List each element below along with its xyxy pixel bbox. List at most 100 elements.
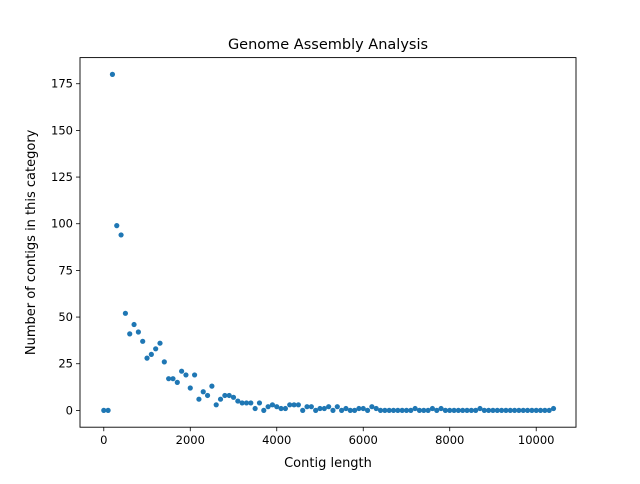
data-point bbox=[516, 407, 522, 413]
data-point bbox=[442, 407, 449, 413]
data-point bbox=[239, 400, 245, 406]
plot-area-frame bbox=[79, 57, 577, 428]
x-tick-label: 2000 bbox=[176, 433, 205, 447]
x-tick-label: 8000 bbox=[435, 433, 464, 447]
y-tick-label: 0 bbox=[66, 403, 73, 417]
data-point bbox=[209, 383, 215, 389]
data-point bbox=[114, 223, 120, 229]
data-point bbox=[230, 394, 237, 400]
x-tick-label: 4000 bbox=[262, 433, 291, 447]
data-point bbox=[529, 407, 535, 413]
y-tick-label: 100 bbox=[51, 217, 73, 231]
data-point bbox=[282, 405, 289, 412]
data-point bbox=[499, 407, 505, 413]
data-point bbox=[153, 346, 159, 352]
x-tick-label: 6000 bbox=[349, 433, 378, 447]
data-point bbox=[118, 232, 124, 238]
data-point bbox=[434, 407, 440, 413]
data-point bbox=[351, 407, 358, 413]
data-point bbox=[291, 402, 297, 408]
data-point bbox=[408, 407, 414, 413]
y-tick-label: 75 bbox=[58, 263, 73, 277]
x-axis-label: Contig length bbox=[284, 456, 372, 471]
x-tick-label: 10000 bbox=[518, 433, 555, 447]
data-point bbox=[343, 405, 349, 412]
data-point bbox=[191, 372, 198, 378]
data-point bbox=[507, 407, 513, 413]
y-tick-label: 150 bbox=[51, 123, 73, 137]
data-point bbox=[326, 404, 332, 410]
data-point bbox=[546, 407, 552, 413]
data-point bbox=[447, 407, 453, 413]
data-point bbox=[243, 400, 250, 406]
data-point bbox=[265, 404, 271, 410]
chart-title: Genome Assembly Analysis bbox=[228, 37, 428, 53]
data-point bbox=[179, 368, 185, 374]
data-point bbox=[196, 396, 202, 402]
data-point bbox=[356, 405, 362, 412]
data-point bbox=[105, 407, 111, 413]
data-point bbox=[403, 407, 410, 413]
data-point bbox=[503, 407, 509, 413]
y-tick-label: 125 bbox=[51, 170, 73, 184]
data-point bbox=[248, 400, 254, 406]
data-point bbox=[308, 404, 314, 410]
data-point bbox=[109, 71, 116, 77]
data-point bbox=[252, 405, 258, 412]
data-point bbox=[135, 329, 141, 335]
data-point bbox=[533, 407, 539, 413]
data-point bbox=[364, 407, 371, 413]
data-point bbox=[174, 379, 180, 385]
data-point bbox=[377, 407, 384, 413]
y-tick-label: 25 bbox=[58, 357, 73, 371]
data-point bbox=[429, 405, 436, 412]
data-point bbox=[360, 405, 366, 412]
data-point bbox=[464, 407, 470, 413]
data-point bbox=[511, 407, 518, 413]
data-point bbox=[339, 407, 345, 413]
data-point bbox=[390, 407, 397, 413]
data-point bbox=[304, 404, 310, 410]
data-point bbox=[477, 405, 483, 412]
data-point bbox=[421, 407, 427, 413]
data-point bbox=[222, 392, 228, 399]
data-point bbox=[200, 389, 206, 395]
y-tick-label: 50 bbox=[58, 310, 73, 324]
x-axis-ticks: 0 2000 4000 6000 8000 10000 bbox=[100, 427, 555, 447]
data-point bbox=[287, 402, 293, 408]
data-point bbox=[274, 404, 280, 410]
data-point bbox=[166, 376, 172, 382]
data-points bbox=[101, 71, 557, 413]
data-point bbox=[460, 407, 466, 413]
data-point bbox=[313, 407, 319, 413]
data-point bbox=[468, 407, 474, 413]
data-point bbox=[101, 407, 107, 413]
data-point bbox=[226, 392, 232, 399]
data-point bbox=[317, 405, 323, 412]
data-point bbox=[261, 407, 267, 413]
y-tick-label: 175 bbox=[51, 77, 73, 91]
data-point bbox=[395, 407, 401, 413]
data-point bbox=[183, 372, 189, 378]
x-tick-label: 0 bbox=[100, 433, 107, 447]
data-point bbox=[300, 407, 306, 413]
data-point bbox=[187, 385, 193, 391]
data-point bbox=[537, 407, 544, 413]
data-point bbox=[524, 407, 531, 413]
data-point bbox=[217, 396, 224, 402]
data-point bbox=[486, 407, 492, 413]
data-point bbox=[455, 407, 461, 413]
data-point bbox=[122, 310, 129, 316]
data-point bbox=[438, 405, 444, 412]
data-point bbox=[161, 359, 167, 365]
data-point bbox=[451, 407, 457, 413]
data-point bbox=[148, 351, 154, 357]
data-point bbox=[278, 405, 284, 412]
data-point bbox=[490, 407, 496, 413]
data-point bbox=[131, 321, 137, 328]
data-point bbox=[425, 407, 431, 413]
data-point bbox=[399, 407, 405, 413]
data-point bbox=[127, 331, 133, 337]
